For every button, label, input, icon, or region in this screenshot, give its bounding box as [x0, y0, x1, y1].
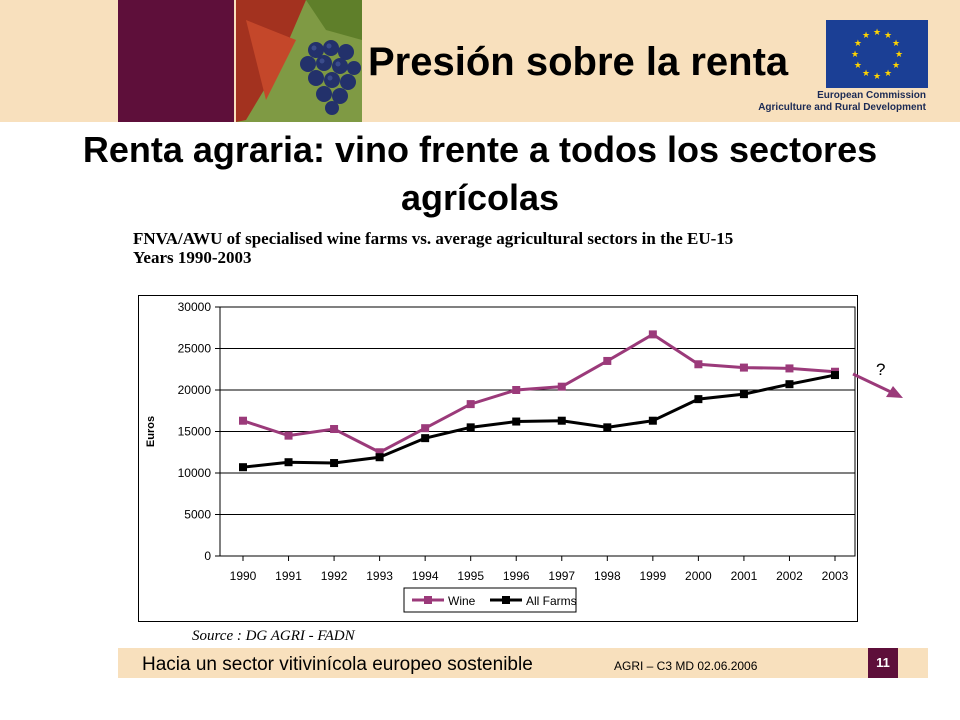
page-number: 11	[868, 648, 898, 678]
y-tick-label: 15000	[178, 425, 212, 439]
data-point	[694, 395, 703, 404]
y-tick-label: 20000	[178, 383, 212, 397]
legend-marker	[502, 596, 510, 604]
data-point	[421, 424, 430, 433]
slide-title: Presión sobre la renta	[368, 40, 789, 84]
x-tick-label: 1997	[548, 569, 575, 583]
eu-star-icon: ★	[862, 69, 870, 79]
x-tick-label: 1998	[594, 569, 621, 583]
footer-meta: AGRI – C3 MD 02.06.2006	[614, 659, 758, 673]
data-point	[694, 360, 703, 369]
eu-star-icon: ★	[862, 31, 870, 41]
x-tick-label: 2000	[685, 569, 712, 583]
x-tick-label: 1994	[412, 569, 439, 583]
data-point	[648, 416, 657, 425]
data-point	[557, 382, 566, 391]
trend-arrow-icon	[852, 372, 894, 395]
x-tick-label: 1995	[457, 569, 484, 583]
source-note: Source : DG AGRI - FADN	[192, 628, 355, 644]
series-line-0	[242, 332, 836, 454]
data-point	[375, 448, 384, 457]
data-point	[284, 458, 293, 467]
footer-title: Hacia un sector vitivinícola europeo sos…	[142, 654, 533, 675]
legend-label: All Farms	[526, 594, 577, 608]
x-tick-label: 2002	[776, 569, 803, 583]
org-name: European Commission	[817, 90, 926, 101]
data-point	[648, 330, 657, 339]
data-point	[603, 423, 612, 432]
org-department: Agriculture and Rural Development	[758, 102, 926, 113]
data-point	[466, 400, 475, 409]
eu-star-icon: ★	[854, 39, 862, 49]
x-tick-label: 1993	[366, 569, 393, 583]
footer-band	[118, 648, 928, 678]
chart-frame	[138, 295, 858, 622]
y-tick-label: 0	[204, 549, 211, 563]
data-point	[375, 453, 384, 462]
y-tick-label: 10000	[178, 466, 212, 480]
eu-star-icon: ★	[892, 39, 900, 49]
chart-caption-line2: Years 1990-2003	[133, 248, 252, 267]
y-tick-label: 5000	[184, 508, 211, 522]
grapes-photo	[236, 0, 362, 122]
chart-caption: FNVA/AWU of specialised wine farms vs. a…	[133, 229, 733, 267]
eu-star-icon: ★	[873, 72, 881, 82]
data-point	[466, 423, 475, 432]
x-tick-label: 1991	[275, 569, 302, 583]
series-line-1	[242, 373, 836, 469]
chart-caption-line1: FNVA/AWU of specialised wine farms vs. a…	[133, 229, 734, 248]
data-point	[330, 459, 339, 468]
y-tick-label: 25000	[178, 342, 212, 356]
data-point	[421, 434, 430, 443]
data-point	[512, 417, 521, 426]
slide-subtitle: Renta agraria: vino frente a todos los s…	[82, 129, 878, 218]
x-tick-label: 1990	[230, 569, 257, 583]
x-tick-label: 2003	[822, 569, 849, 583]
data-point	[739, 363, 748, 372]
y-tick-label: 30000	[178, 300, 212, 314]
data-point	[239, 416, 247, 425]
eu-flag-icon: ★ ★ ★ ★ ★ ★ ★ ★ ★ ★ ★ ★	[826, 20, 928, 88]
eu-star-icon: ★	[854, 61, 862, 71]
trend-arrowhead-icon	[886, 386, 903, 398]
legend-marker	[424, 596, 432, 604]
eu-star-icon: ★	[873, 28, 881, 38]
x-tick-label: 1999	[639, 569, 666, 583]
legend-label: Wine	[448, 594, 476, 608]
x-tick-label: 2001	[731, 569, 758, 583]
eu-star-icon: ★	[884, 69, 892, 79]
eu-star-icon: ★	[851, 50, 859, 60]
data-point	[831, 371, 839, 380]
data-point	[284, 431, 293, 440]
data-point	[785, 380, 794, 389]
data-point	[239, 463, 247, 472]
data-point	[739, 390, 748, 399]
data-point	[557, 416, 566, 425]
y-axis-label: Euros	[145, 416, 157, 447]
x-tick-label: 1996	[503, 569, 530, 583]
x-tick-label: 1992	[321, 569, 348, 583]
data-point	[603, 356, 612, 365]
eu-star-icon: ★	[892, 61, 900, 71]
data-point	[330, 425, 339, 434]
header-accent-block	[118, 0, 234, 122]
eu-star-icon: ★	[895, 50, 903, 60]
eu-star-icon: ★	[884, 31, 892, 41]
question-annotation: ?	[876, 360, 886, 379]
data-point	[512, 386, 521, 394]
data-point	[785, 364, 794, 373]
